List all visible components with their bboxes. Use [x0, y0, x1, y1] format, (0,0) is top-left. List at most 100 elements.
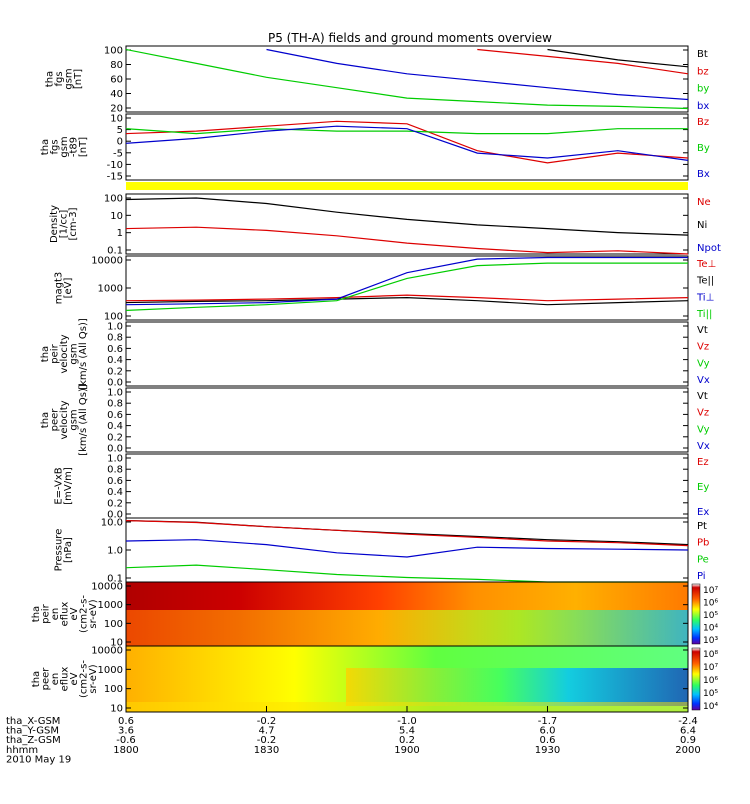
legend-entry: Pe [697, 554, 709, 565]
legend-entry: Pt [697, 521, 707, 532]
series-line [125, 226, 689, 255]
panel-4: 10000 1000 100 magt3[eV] Te⊥ Te|| Ti⊥ Ti|| [54, 255, 716, 323]
y-tick-label: 100 [104, 684, 123, 695]
y-tick-label: 0.4 [107, 487, 123, 498]
y-axis-label: en [50, 608, 61, 621]
y-axis-label: eV [69, 672, 80, 685]
y-tick-label: 1 [117, 228, 123, 239]
y-tick-label: 10 [110, 638, 123, 649]
x-tick-label: 5.4 [399, 726, 415, 737]
y-axis-label: [1/cc] [59, 210, 70, 239]
legend-entry: bx [697, 101, 709, 112]
x-tick-label: 1800 [113, 745, 138, 756]
series-line [125, 197, 689, 236]
y-axis-label: tha [31, 606, 42, 622]
y-axis-label: tha [31, 671, 42, 687]
colorbar-scale [691, 647, 701, 711]
panel-6: 1.00.80.60.40.20.0 thapeervelocitygsm[km/… [40, 384, 710, 456]
y-axis-label: fgs [50, 139, 61, 154]
legend-entry: Vz [697, 408, 709, 419]
y-tick-label: 0.6 [107, 344, 123, 355]
y-axis-label: -t89 [69, 137, 80, 157]
x-tick-label: 6.0 [540, 726, 556, 737]
spectrogram-low-band [346, 668, 688, 706]
panel-frame [125, 113, 689, 181]
y-axis-label: [eV] [63, 278, 74, 299]
y-tick-label: 5 [117, 125, 123, 136]
y-tick-label: 0.8 [107, 399, 123, 410]
y-tick-label: 1000 [98, 284, 123, 295]
y-tick-label: 20 [110, 104, 123, 115]
panel-frame [125, 255, 689, 321]
x-tick-label: -1.7 [538, 716, 558, 727]
y-axis-label: gsm [69, 343, 80, 364]
y-tick-label: 0.0 [107, 378, 123, 389]
x-axis-row-label: 2010 May 19 [6, 754, 71, 765]
x-axis-row-label: tha_Y-GSM [6, 726, 59, 737]
series-line [266, 48, 689, 101]
panel-frame [125, 321, 689, 387]
legend-entry: Te⊥ [696, 259, 716, 270]
y-axis-label: peer [50, 408, 61, 432]
y-tick-label: 1.0 [107, 454, 123, 465]
series-line [125, 296, 689, 306]
y-axis-label: gsm [64, 68, 75, 89]
legend-entry: Vt [697, 391, 708, 402]
y-axis-label: eflux [60, 602, 71, 627]
y-axis-label: [nT] [78, 137, 89, 157]
y-tick-label: 100 [104, 194, 123, 205]
legend-entry: Bx [697, 169, 710, 180]
y-tick-label: 10000 [91, 646, 123, 657]
y-axis-label: gsm [59, 136, 70, 157]
y-axis-label: velocity [59, 400, 70, 439]
y-tick-label: 0.1 [107, 574, 123, 585]
x-axis-row-label: tha_Z-GSM [6, 735, 61, 746]
y-tick-label: 0.0 [107, 444, 123, 455]
y-tick-label: 40 [110, 89, 123, 100]
y-axis-label: magt3 [54, 272, 65, 305]
y-axis-label: (cm2-s- [79, 660, 90, 698]
y-tick-label: -5 [113, 148, 123, 159]
y-axis-label: tha [40, 139, 51, 155]
x-tick-label: 1930 [535, 745, 560, 756]
x-tick-label: -2.4 [678, 716, 698, 727]
x-tick-label: 0.6 [118, 716, 134, 727]
y-tick-label: 0.2 [107, 432, 123, 443]
colorbar-label: 10⁸ [703, 650, 718, 660]
legend-entry: Ti|| [696, 309, 712, 320]
y-tick-label: 100 [104, 619, 123, 630]
series-line [125, 120, 689, 164]
colorbar-label: 10⁴ [703, 624, 718, 634]
x-tick-label: 1830 [254, 745, 279, 756]
y-tick-label: 10 [110, 211, 123, 222]
legend-entry: Ni [697, 220, 707, 231]
y-tick-label: 0.2 [107, 498, 123, 509]
y-tick-label: 80 [110, 60, 123, 71]
legend-entry: Ey [697, 482, 709, 493]
y-axis-label: en [50, 673, 61, 686]
series-line [125, 125, 689, 161]
legend-entry: By [697, 143, 710, 154]
ion-spectrogram [126, 582, 688, 646]
legend-entry: Te|| [696, 276, 714, 287]
y-tick-label: -10 [107, 160, 123, 171]
colorbar-label: 10⁵ [703, 689, 718, 699]
colorbar-label: 10⁶ [703, 676, 718, 686]
legend-entry: Bz [697, 117, 709, 128]
legend-entry: Pb [697, 538, 709, 549]
x-tick-label: -0.2 [257, 716, 277, 727]
y-axis-label: gsm [69, 409, 80, 430]
panel-3: 100 10 1 0.1 Density[1/cc][cm-3] Ne Ni Npot [49, 193, 721, 257]
legend-entry: by [697, 84, 709, 95]
y-axis-label: [km/s (All Qs)] [78, 318, 89, 390]
y-tick-label: 1.0 [107, 546, 123, 557]
colorbar-label: 10⁵ [703, 611, 718, 621]
y-tick-label: 1.0 [107, 388, 123, 399]
y-axis-label: Pressure [54, 529, 65, 572]
y-axis-label: fgs [54, 71, 65, 86]
x-tick-label: 0.2 [399, 735, 415, 746]
